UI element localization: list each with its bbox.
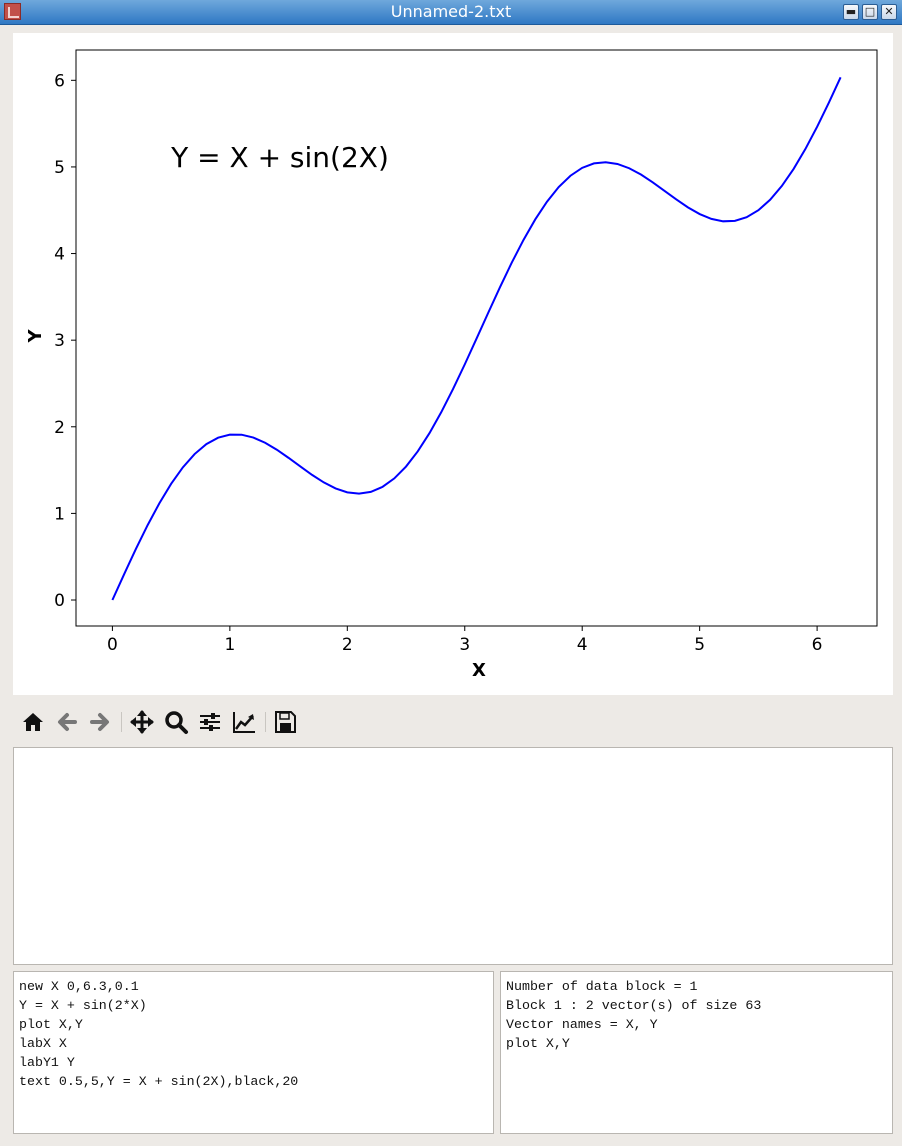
pan-icon[interactable]	[128, 708, 156, 736]
window-title: Unnamed-2.txt	[0, 2, 902, 21]
toolbar-separator	[121, 712, 122, 732]
script-line: plot X,Y	[19, 1015, 488, 1034]
info-line: Block 1 : 2 vector(s) of size 63	[506, 996, 887, 1015]
maximize-icon: □	[865, 5, 875, 18]
plot-canvas[interactable]: 0 1 2 3 4 5 6 0 1 2 3 4 5 6 Y = X + sin(2X) X Y	[13, 33, 893, 695]
x-tick-label: 0	[107, 635, 118, 655]
info-line: Number of data block = 1	[506, 977, 887, 996]
info-line: plot X,Y	[506, 1034, 887, 1053]
output-console[interactable]	[13, 747, 893, 965]
y-tick-label: 2	[54, 418, 65, 438]
close-button[interactable]: ✕	[881, 4, 897, 20]
maximize-button[interactable]: □	[862, 4, 878, 20]
x-tick-label: 5	[694, 635, 705, 655]
title-bar[interactable]: Unnamed-2.txt ▬ □ ✕	[0, 0, 902, 25]
script-line: Y = X + sin(2*X)	[19, 996, 488, 1015]
back-arrow-icon[interactable]	[53, 708, 81, 736]
line-chart: 0 1 2 3 4 5 6 0 1 2 3 4 5 6 Y = X + sin(2X) X Y	[13, 33, 893, 695]
y-axis-ticks: 0 1 2 3 4 5 6	[54, 71, 76, 611]
x-axis-ticks: 0 1 2 3 4 5 6	[107, 626, 823, 655]
info-text: Number of data block = 1 Block 1 : 2 vect…	[501, 972, 892, 1058]
script-text: new X 0,6.3,0.1 Y = X + sin(2*X) plot X,Y l…	[14, 972, 493, 1096]
x-tick-label: 2	[342, 635, 353, 655]
x-tick-label: 6	[812, 635, 823, 655]
script-line: labY1 Y	[19, 1053, 488, 1072]
edit-axis-icon[interactable]	[230, 708, 258, 736]
close-icon: ✕	[884, 5, 893, 18]
script-line: text 0.5,5,Y = X + sin(2X),black,20	[19, 1072, 488, 1091]
y-tick-label: 4	[54, 245, 65, 265]
x-tick-label: 1	[224, 635, 235, 655]
configure-subplots-icon[interactable]	[196, 708, 224, 736]
y-tick-label: 6	[54, 71, 65, 91]
info-line: Vector names = X, Y	[506, 1015, 887, 1034]
minimize-icon: ▬	[846, 5, 856, 18]
home-icon[interactable]	[19, 708, 47, 736]
script-line: new X 0,6.3,0.1	[19, 977, 488, 996]
toolbar-separator	[265, 712, 266, 732]
script-line: labX X	[19, 1034, 488, 1053]
y-tick-label: 5	[54, 158, 65, 178]
x-axis-label: X	[472, 660, 486, 681]
y-tick-label: 1	[54, 504, 65, 524]
zoom-icon[interactable]	[162, 708, 190, 736]
minimize-button[interactable]: ▬	[843, 4, 859, 20]
forward-arrow-icon[interactable]	[86, 708, 114, 736]
output-text	[14, 748, 892, 758]
y-tick-label: 0	[54, 591, 65, 611]
plot-toolbar	[13, 700, 893, 744]
info-panel[interactable]: Number of data block = 1 Block 1 : 2 vect…	[500, 971, 893, 1134]
script-editor[interactable]: new X 0,6.3,0.1 Y = X + sin(2*X) plot X,Y l…	[13, 971, 494, 1134]
x-tick-label: 3	[459, 635, 470, 655]
y-axis-label: Y	[25, 329, 46, 344]
plot-annotation: Y = X + sin(2X)	[170, 141, 389, 174]
y-tick-label: 3	[54, 331, 65, 351]
x-tick-label: 4	[577, 635, 588, 655]
save-icon[interactable]	[271, 708, 299, 736]
